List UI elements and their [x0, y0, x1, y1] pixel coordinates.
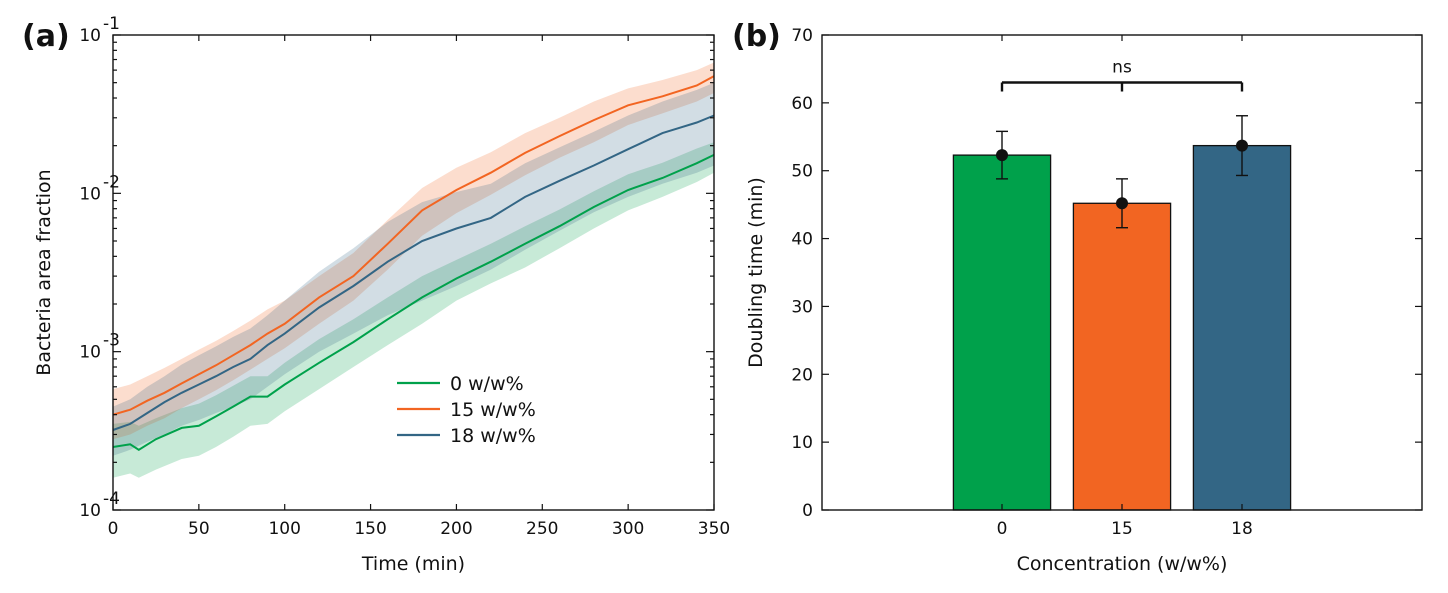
a-x-tick-label: 300 [612, 519, 644, 539]
legend-label-2: 18 w/w% [450, 425, 536, 447]
bar-0 [952, 154, 1052, 511]
b-x-axis-title: Concentration (w/w%) [1017, 553, 1228, 575]
band-series-0 [113, 142, 714, 478]
a-y-tick-label: 10 [79, 343, 101, 363]
b-error-bars [996, 115, 1248, 229]
line-series-2 [112, 114, 715, 431]
a-series-lines [112, 75, 715, 451]
legend-label-0: 0 w/w% [450, 373, 524, 395]
a-x-tick-label: 0 [108, 519, 119, 539]
panel-a-label: (a) [22, 19, 70, 54]
b-significance-annotation: ns [1000, 58, 1244, 92]
b-x-ticks: 0 15 18 [997, 35, 1253, 539]
bar-18 [1192, 144, 1292, 511]
a-x-ticks: 0 50 100 150 200 250 300 350 [108, 35, 730, 539]
line-series-1 [112, 75, 715, 416]
legend-label-1: 15 w/w% [450, 399, 536, 421]
b-y-tick-label: 30 [791, 297, 813, 317]
a-y-tick-exponent: -3 [103, 331, 120, 351]
bar-15 [1072, 202, 1172, 511]
a-y-ticks: 10-410-310-210-1 [79, 14, 714, 521]
mean-point-0 [996, 149, 1008, 162]
panel-b-label: (b) [732, 19, 781, 54]
b-y-tick-label: 0 [802, 501, 813, 521]
band-series-2 [113, 82, 714, 456]
b-bars [952, 144, 1292, 511]
band-series-1 [113, 62, 714, 440]
a-y-tick-exponent: -1 [103, 14, 120, 34]
a-y-tick-label: 10 [79, 184, 101, 204]
b-x-tick-label: 0 [997, 519, 1008, 539]
a-x-tick-label: 350 [698, 519, 730, 539]
line-series-0 [112, 153, 715, 451]
a-x-axis-title: Time (min) [361, 553, 465, 575]
a-x-tick-label: 250 [526, 519, 558, 539]
b-x-tick-label: 18 [1231, 519, 1253, 539]
a-axes-box [112, 34, 715, 511]
a-y-tick-label: 10 [79, 26, 101, 46]
a-y-tick-label: 10 [79, 501, 101, 521]
b-y-tick-label: 60 [791, 94, 813, 114]
b-y-tick-label: 40 [791, 230, 813, 250]
mean-point-15 [1116, 197, 1128, 210]
a-x-tick-label: 100 [268, 519, 300, 539]
a-y-tick-exponent: -2 [103, 172, 120, 192]
a-confidence-bands [113, 62, 714, 478]
significance-label: ns [1112, 58, 1132, 78]
b-y-ticks: 0 10 20 30 40 50 60 70 [791, 26, 1422, 521]
b-y-tick-label: 10 [791, 433, 813, 453]
mean-point-18 [1236, 139, 1248, 152]
a-legend: 0 w/w% 15 w/w% 18 w/w% [397, 373, 536, 447]
b-y-axis-title: Doubling time (min) [745, 177, 767, 368]
a-x-tick-label: 50 [188, 519, 210, 539]
b-x-tick-label: 15 [1111, 519, 1133, 539]
b-y-tick-label: 70 [791, 26, 813, 46]
b-y-tick-label: 50 [791, 162, 813, 182]
a-x-tick-label: 150 [354, 519, 386, 539]
panel-a: (a) 0 50 100 150 200 250 300 350 10-410-310-210… [22, 14, 730, 575]
a-y-axis-title: Bacteria area fraction [33, 169, 55, 375]
panel-b: (b) ns 0 15 18 0 10 20 30 40 50 60 70 Concentrati… [732, 19, 1423, 575]
a-y-tick-exponent: -4 [103, 489, 120, 509]
b-y-tick-label: 20 [791, 365, 813, 385]
a-x-tick-label: 200 [440, 519, 472, 539]
